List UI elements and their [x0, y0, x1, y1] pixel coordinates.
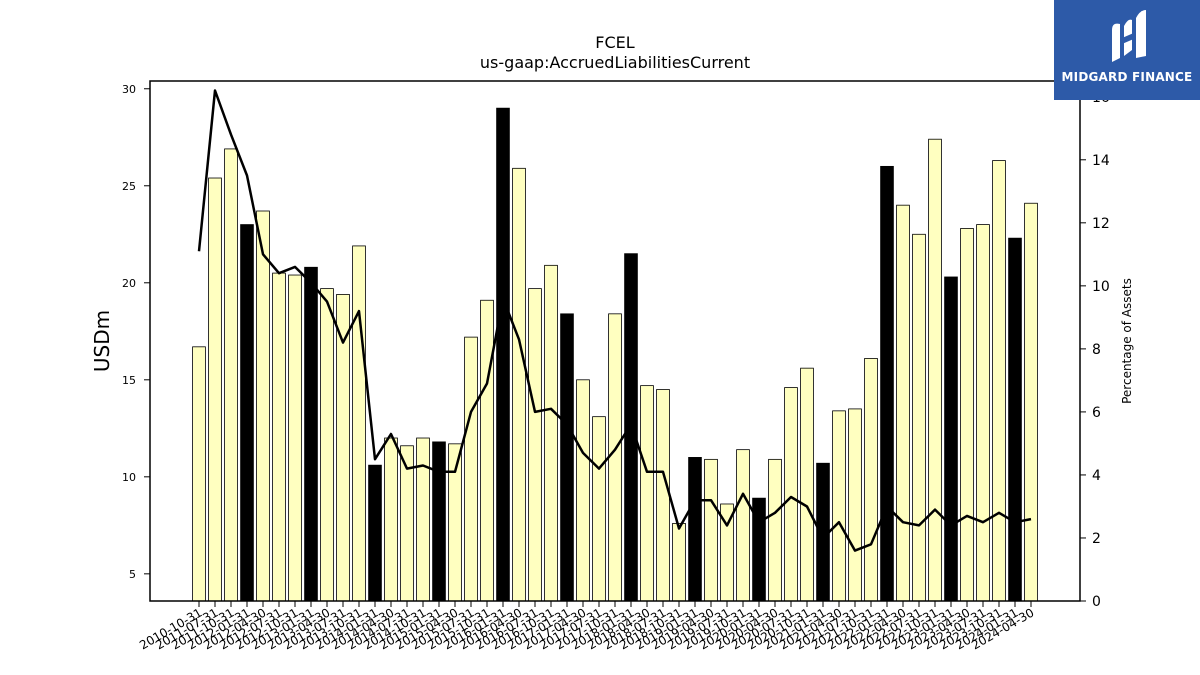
- y2-tick-label: 4: [1092, 468, 1101, 484]
- bar: [288, 274, 302, 602]
- bar: [416, 437, 430, 602]
- bar: [368, 464, 382, 602]
- y-tick-label: 15: [122, 374, 136, 387]
- y2-tick-label: 14: [1092, 153, 1110, 169]
- y2-tick-label: 6: [1092, 405, 1101, 421]
- y-tick-label: 30: [122, 83, 136, 96]
- bar: [960, 228, 974, 602]
- bar: [528, 288, 542, 602]
- bar: [1008, 237, 1022, 602]
- bar: [576, 379, 590, 602]
- y2-tick-label: 8: [1092, 342, 1101, 358]
- percentage-line: [197, 89, 1032, 552]
- bar: [592, 416, 606, 602]
- y-tick-label: 20: [122, 277, 136, 290]
- bar: [864, 358, 878, 602]
- y-tick-label: 10: [122, 471, 136, 484]
- bar: [704, 458, 718, 602]
- bar: [976, 224, 990, 602]
- bar: [736, 449, 750, 602]
- bar: [848, 408, 862, 602]
- bar: [432, 441, 446, 602]
- y-axis-label: USDm: [90, 310, 114, 372]
- bar-group: [192, 107, 1038, 602]
- bar: [272, 272, 286, 602]
- bar: [192, 346, 206, 602]
- bar: [512, 167, 526, 602]
- y2-tick-label: 2: [1092, 531, 1101, 547]
- bar: [560, 313, 574, 602]
- logo-text: MIDGARD FINANCE: [1061, 70, 1193, 84]
- bar: [880, 165, 894, 602]
- bar: [320, 288, 334, 602]
- bar: [304, 266, 318, 602]
- x-axis: 2010-10-312011-07-312011-10-312012-01-31…: [137, 601, 1037, 652]
- bar: [240, 224, 254, 602]
- bar: [208, 177, 222, 602]
- bar: [640, 385, 654, 602]
- bar: [944, 276, 958, 602]
- bar: [832, 410, 846, 602]
- bar: [784, 387, 798, 602]
- percentage-line-group: [197, 89, 1032, 552]
- bar: [912, 233, 926, 602]
- bar: [672, 522, 686, 602]
- bar: [496, 107, 510, 602]
- brand-logo: MIDGARD FINANCE: [1054, 0, 1200, 100]
- chart-title: FCEL: [595, 33, 634, 52]
- bar: [224, 148, 238, 602]
- y2-tick-label: 12: [1092, 216, 1110, 232]
- bar: [800, 367, 814, 602]
- y2-axis-label: Percentage of Assets: [1120, 278, 1134, 404]
- bar: [544, 264, 558, 602]
- bar: [768, 458, 782, 602]
- bar: [896, 204, 910, 602]
- bar: [464, 336, 478, 602]
- logo-mark-icon: [1112, 10, 1146, 63]
- bar: [384, 437, 398, 602]
- bar: [928, 138, 942, 602]
- y-axis-right: 0246810121416: [1080, 90, 1110, 610]
- bar: [688, 457, 702, 602]
- bar: [656, 389, 670, 602]
- y2-tick-label: 0: [1092, 594, 1101, 610]
- bar: [256, 210, 270, 602]
- bar: [608, 313, 622, 602]
- y-axis-left: 5 10 15 20 25 30: [122, 83, 150, 581]
- y2-tick-label: 10: [1092, 279, 1110, 295]
- y-tick-label: 25: [122, 180, 136, 193]
- chart-subtitle: us-gaap:AccruedLiabilitiesCurrent: [480, 53, 750, 72]
- bar: [480, 299, 494, 602]
- y-tick-label: 5: [129, 568, 136, 581]
- bar: [1024, 202, 1038, 602]
- bar: [352, 245, 366, 602]
- bar: [992, 160, 1006, 602]
